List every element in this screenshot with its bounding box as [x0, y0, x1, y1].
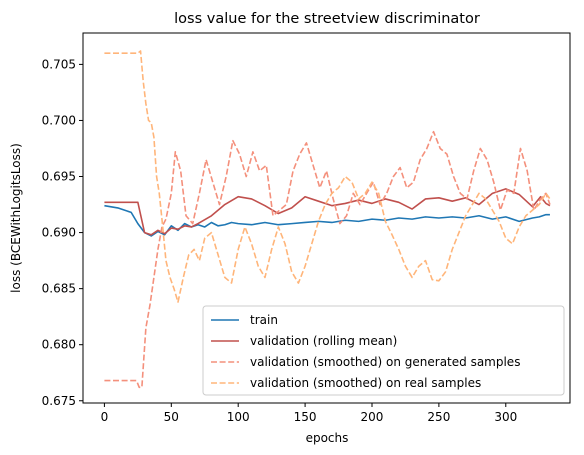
- x-tick-label: 100: [227, 410, 250, 424]
- legend: train validation (rolling mean) validation…: [202, 305, 565, 396]
- series-line-0: [104, 204, 550, 237]
- y-tick-label: 0.680: [42, 338, 76, 352]
- legend-label-1: validation (rolling mean): [250, 334, 397, 348]
- y-axis-label: loss (BCEWithLogitsLoss): [9, 143, 23, 293]
- y-tick-label: 0.675: [42, 394, 76, 408]
- y-tick-label: 0.690: [42, 226, 76, 240]
- legend-frame: [202, 305, 565, 396]
- legend-label-3: validation (smoothed) on real samples: [250, 376, 481, 390]
- y-tick-label: 0.705: [42, 57, 76, 71]
- series-line-3: [104, 50, 551, 303]
- x-tick-label: 300: [494, 410, 517, 424]
- x-axis: 0 50 100 150 200 250 300: [101, 403, 517, 424]
- x-tick-label: 250: [427, 410, 450, 424]
- x-tick-label: 150: [294, 410, 317, 424]
- x-axis-label: epochs: [306, 431, 349, 445]
- legend-label-2: validation (smoothed) on generated sampl…: [250, 355, 520, 369]
- plot-area: [82, 32, 571, 404]
- series-line-2: [104, 130, 551, 389]
- x-tick-label: 50: [164, 410, 179, 424]
- y-axis: 0.675 0.680 0.685 0.690 0.695 0.700 0.705: [42, 57, 83, 408]
- chart-title: loss value for the streetview discrimina…: [174, 11, 480, 27]
- x-tick-label: 0: [101, 410, 109, 424]
- plot-frame: [82, 32, 571, 404]
- y-tick-label: 0.695: [42, 170, 76, 184]
- x-tick-label: 200: [361, 410, 384, 424]
- y-tick-label: 0.700: [42, 113, 76, 127]
- legend-label-0: train: [250, 313, 278, 327]
- y-tick-label: 0.685: [42, 282, 76, 296]
